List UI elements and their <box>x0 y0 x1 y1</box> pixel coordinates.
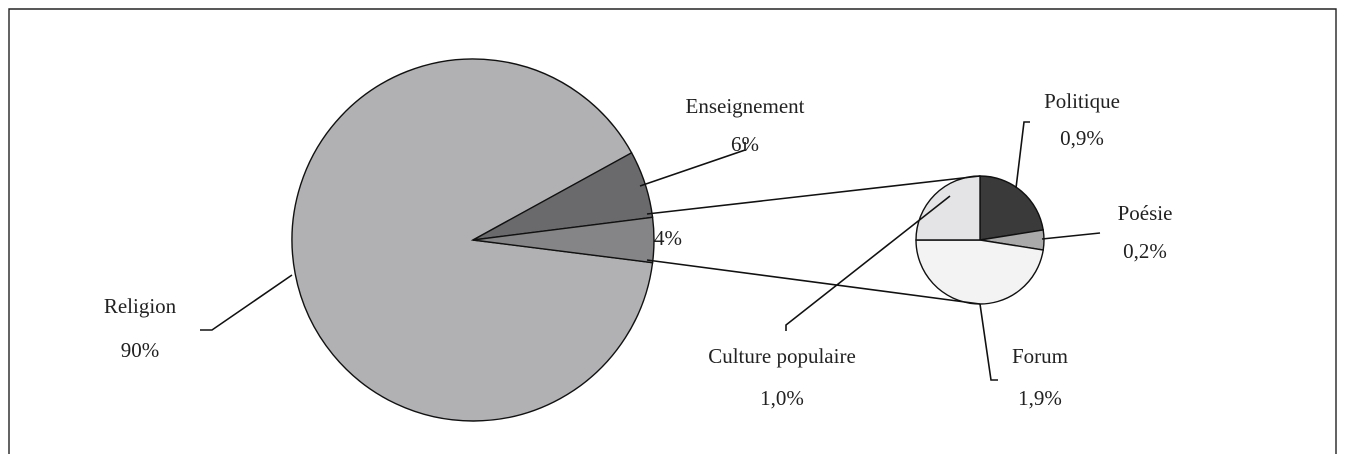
leader-line <box>979 303 998 381</box>
value-label: 1,0% <box>760 386 804 410</box>
value-label: 90% <box>121 338 160 362</box>
frame <box>8 8 1337 454</box>
value-label: 0,2% <box>1123 239 1167 263</box>
leader-line <box>1015 121 1030 189</box>
leader-line <box>639 142 746 187</box>
category-label: Forum <box>1012 344 1068 368</box>
value-label: 6% <box>731 132 759 156</box>
category-label: Religion <box>104 294 177 318</box>
value-label: 0,9% <box>1060 126 1104 150</box>
category-label: Enseignement <box>686 94 805 118</box>
leader-line <box>1041 232 1101 240</box>
connector-line <box>646 259 981 305</box>
leader-line <box>785 195 951 331</box>
slice <box>979 175 1045 241</box>
connector-line <box>646 175 981 215</box>
value-label: 1,9% <box>1018 386 1062 410</box>
category-label: Culture populaire <box>708 344 856 368</box>
slice <box>472 216 655 264</box>
category-label: Poésie <box>1118 201 1173 225</box>
slice <box>915 175 981 241</box>
slice <box>291 58 654 422</box>
leader-line <box>200 274 293 331</box>
slice <box>915 239 1045 305</box>
value-label: 4% <box>654 226 682 250</box>
category-label: Politique <box>1044 89 1120 113</box>
slices <box>291 58 1045 422</box>
